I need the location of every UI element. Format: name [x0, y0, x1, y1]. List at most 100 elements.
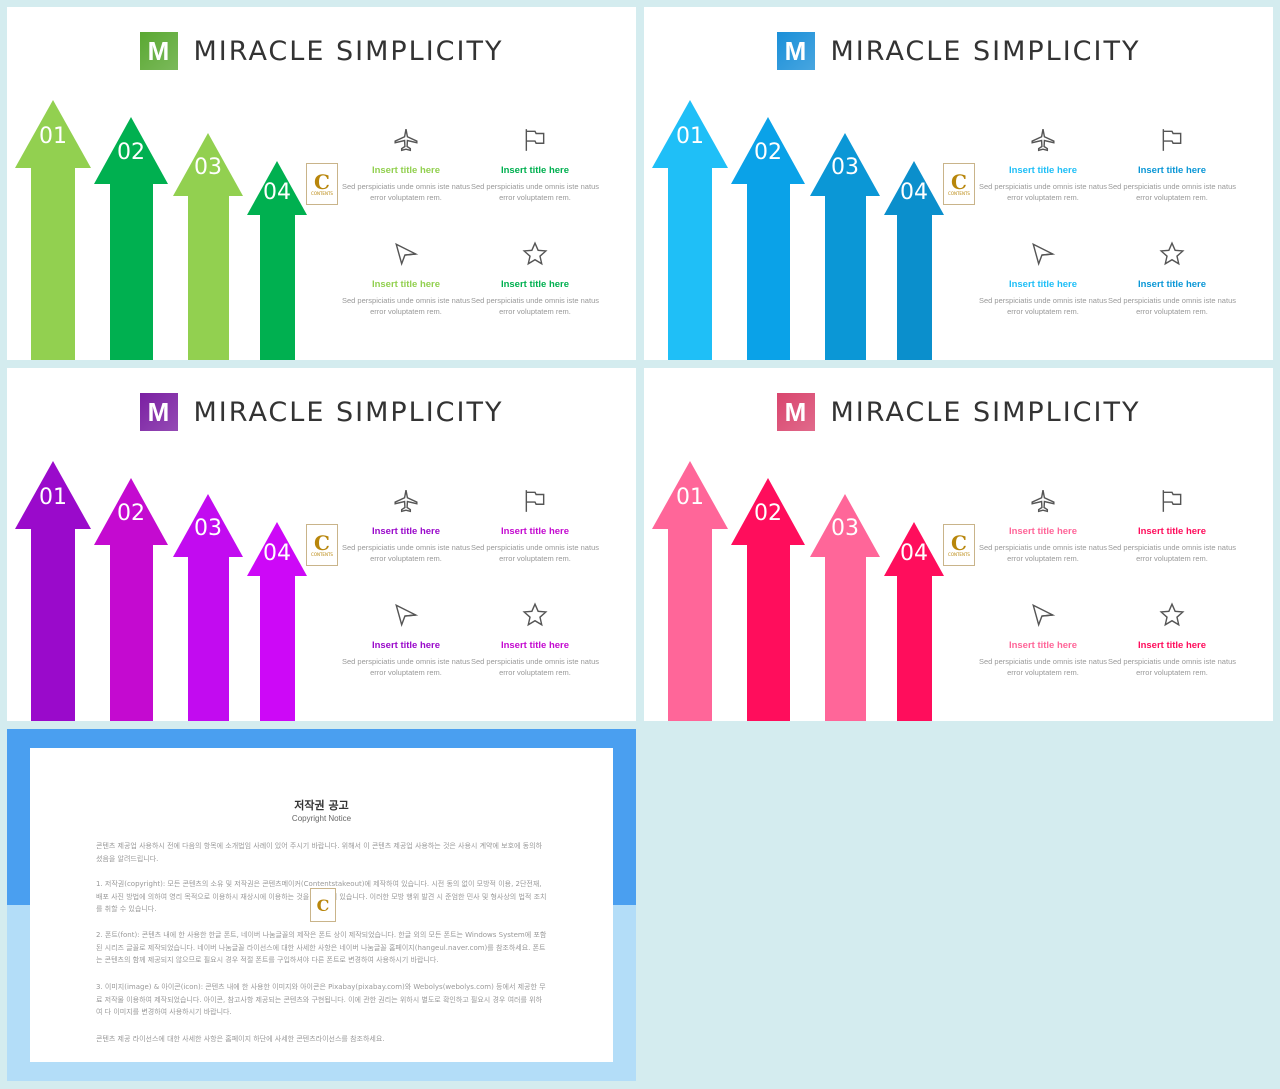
growth-arrow: 02	[94, 117, 168, 360]
arrow-number: 03	[831, 155, 859, 180]
notice-paragraph: 콘텐츠 제공업 사용하시 전에 다음의 항목에 소개법임 사례이 있어 주시기 …	[96, 842, 543, 863]
growth-arrow: 03	[810, 133, 880, 360]
feature-description: Sed perspiciatis unde omnis iste natus e…	[471, 182, 599, 202]
arrow-number: 03	[831, 516, 859, 541]
feature-title: Insert title here	[1008, 165, 1078, 176]
arrow-number: 02	[754, 140, 782, 165]
growth-arrow: 04	[247, 522, 307, 721]
flag-icon	[1107, 125, 1237, 155]
feature-description: Sed perspiciatis unde omnis iste natus e…	[979, 543, 1107, 563]
growth-arrow: 01	[652, 100, 728, 360]
feature-title: Insert title here	[500, 279, 570, 290]
feature-item: Insert title here Sed perspiciatis unde o…	[978, 125, 1108, 203]
feature-title: Insert title here	[371, 526, 441, 537]
feature-description: Sed perspiciatis unde omnis iste natus e…	[342, 657, 470, 677]
feature-item: Insert title here Sed perspiciatis unde o…	[470, 486, 600, 564]
feature-item: Insert title here Sed perspiciatis unde o…	[978, 600, 1108, 678]
slide-header: M MIRACLE SIMPLICITY	[644, 32, 1273, 70]
paper-plane-icon	[978, 600, 1108, 630]
feature-title: Insert title here	[1008, 526, 1078, 537]
star-icon	[1107, 600, 1237, 630]
growth-arrow: 03	[173, 494, 243, 721]
feature-item: Insert title here Sed perspiciatis unde o…	[341, 600, 471, 678]
feature-title: Insert title here	[371, 279, 441, 290]
growth-arrow: 03	[173, 133, 243, 360]
growth-arrow: 01	[15, 100, 91, 360]
paper-plane-icon	[978, 239, 1108, 269]
arrow-number: 01	[676, 124, 704, 149]
m-logo-icon: M	[139, 393, 178, 431]
feature-description: Sed perspiciatis unde omnis iste natus e…	[342, 296, 470, 316]
paper-plane-icon	[341, 600, 471, 630]
slide-header: M MIRACLE SIMPLICITY	[7, 393, 636, 431]
feature-description: Sed perspiciatis unde omnis iste natus e…	[342, 543, 470, 563]
feature-title: Insert title here	[500, 165, 570, 176]
feature-item: Insert title here Sed perspiciatis unde o…	[341, 239, 471, 317]
feature-item: Insert title here Sed perspiciatis unde o…	[1107, 486, 1237, 564]
feature-description: Sed perspiciatis unde omnis iste natus e…	[471, 543, 599, 563]
growth-arrow: 03	[810, 494, 880, 721]
growth-arrow: 01	[15, 461, 91, 721]
feature-item: Insert title here Sed perspiciatis unde o…	[1107, 600, 1237, 678]
arrow-chart: 01 02 03 04	[644, 7, 944, 360]
arrow-number: 02	[754, 501, 782, 526]
airplane-icon	[341, 125, 471, 155]
m-logo-icon: M	[776, 393, 815, 431]
contents-stamp-logo: C CONTENTS	[943, 163, 975, 205]
feature-title: Insert title here	[500, 526, 570, 537]
growth-arrow: 04	[247, 161, 307, 360]
flag-icon	[470, 486, 600, 516]
contents-stamp-logo: C CONTENTS	[306, 163, 338, 205]
airplane-icon	[978, 125, 1108, 155]
contents-stamp-logo: C	[310, 888, 336, 922]
feature-description: Sed perspiciatis unde omnis iste natus e…	[471, 296, 599, 316]
feature-description: Sed perspiciatis unde omnis iste natus e…	[471, 657, 599, 677]
arrow-chart: 01 02 03 04	[7, 7, 307, 360]
slide-title: MIRACLE SIMPLICITY	[193, 35, 504, 67]
growth-arrow: 04	[884, 161, 944, 360]
slide-green: M MIRACLE SIMPLICITY 01 02 03 04 C CONTENTS Inse…	[7, 7, 636, 360]
arrow-number: 04	[263, 541, 291, 566]
feature-title: Insert title here	[1137, 165, 1207, 176]
feature-description: Sed perspiciatis unde omnis iste natus e…	[1108, 543, 1236, 563]
feature-title: Insert title here	[1137, 279, 1207, 290]
notice-paragraph: 2. 폰트(font): 콘텐츠 내에 한 사용한 한글 폰트, 네이버 나눔글…	[96, 931, 547, 964]
slide-header: M MIRACLE SIMPLICITY	[644, 393, 1273, 431]
arrow-chart: 01 02 03 04	[7, 368, 307, 721]
arrow-number: 02	[117, 140, 145, 165]
growth-arrow: 02	[94, 478, 168, 721]
notice-paper: 저작권 공고 Copyright Notice 콘텐츠 제공업 사용하시 전에 …	[30, 748, 613, 1062]
notice-title: 저작권 공고	[294, 799, 349, 812]
arrow-number: 04	[900, 180, 928, 205]
slide-title: MIRACLE SIMPLICITY	[830, 35, 1141, 67]
slide-header: M MIRACLE SIMPLICITY	[7, 32, 636, 70]
feature-item: Insert title here Sed perspiciatis unde o…	[341, 486, 471, 564]
feature-item: Insert title here Sed perspiciatis unde o…	[1107, 125, 1237, 203]
feature-title: Insert title here	[1008, 640, 1078, 651]
airplane-icon	[978, 486, 1108, 516]
arrow-chart: 01 02 03 04	[644, 368, 944, 721]
growth-arrow: 02	[731, 117, 805, 360]
feature-item: Insert title here Sed perspiciatis unde o…	[1107, 239, 1237, 317]
feature-item: Insert title here Sed perspiciatis unde o…	[978, 486, 1108, 564]
feature-item: Insert title here Sed perspiciatis unde o…	[470, 125, 600, 203]
slide-title: MIRACLE SIMPLICITY	[830, 396, 1141, 428]
star-icon	[1107, 239, 1237, 269]
slide-blue: M MIRACLE SIMPLICITY 01 02 03 04 C CONTENTS Inse…	[644, 7, 1273, 360]
feature-title: Insert title here	[1137, 526, 1207, 537]
airplane-icon	[341, 486, 471, 516]
slide-pink: M MIRACLE SIMPLICITY 01 02 03 04 C CONTENTS Inse…	[644, 368, 1273, 721]
feature-title: Insert title here	[371, 165, 441, 176]
feature-item: Insert title here Sed perspiciatis unde o…	[978, 239, 1108, 317]
feature-description: Sed perspiciatis unde omnis iste natus e…	[1108, 657, 1236, 677]
feature-item: Insert title here Sed perspiciatis unde o…	[470, 239, 600, 317]
feature-title: Insert title here	[500, 640, 570, 651]
star-icon	[470, 600, 600, 630]
notice-paragraph: 콘텐츠 제공 라이선스에 대한 사세한 사항은 홈페이지 하단에 사세한 콘텐츠…	[96, 1035, 385, 1043]
flag-icon	[470, 125, 600, 155]
arrow-number: 03	[194, 155, 222, 180]
arrow-number: 03	[194, 516, 222, 541]
feature-item: Insert title here Sed perspiciatis unde o…	[341, 125, 471, 203]
notice-paragraph: 3. 이미지(image) & 아이콘(icon): 콘텐츠 내에 한 사용한 …	[96, 983, 546, 1016]
flag-icon	[1107, 486, 1237, 516]
